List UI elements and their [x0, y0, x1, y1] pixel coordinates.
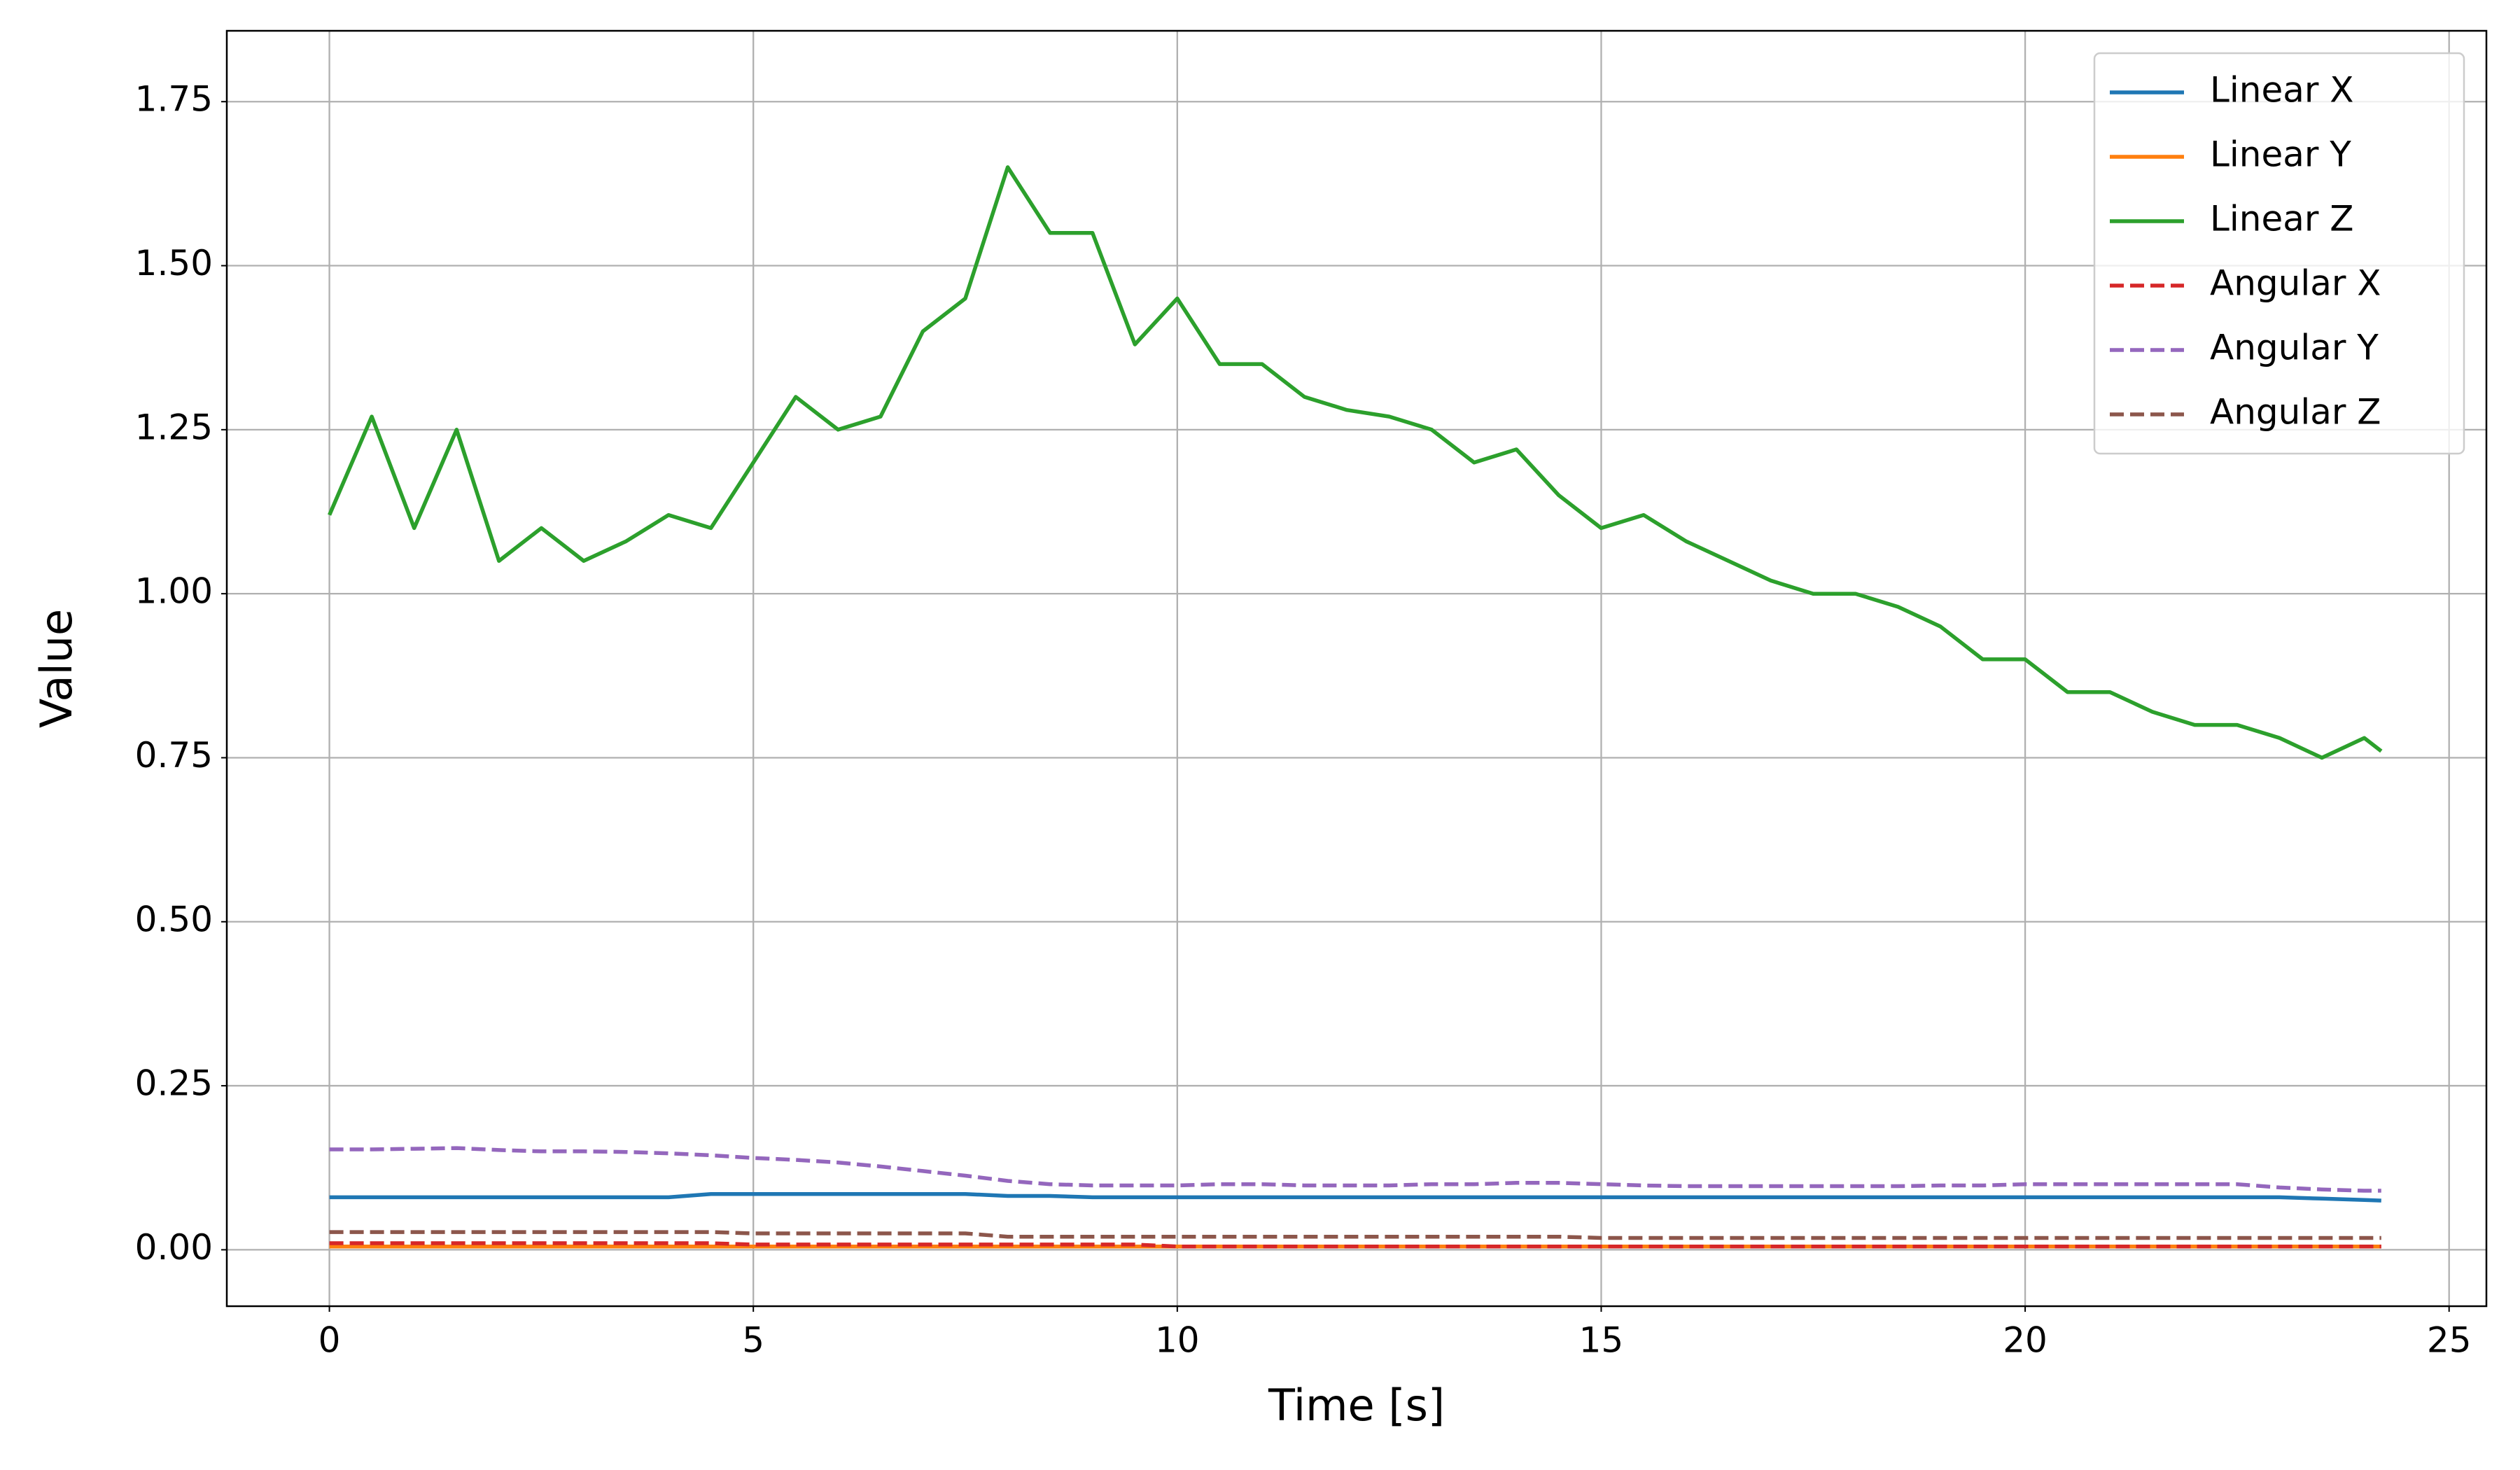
y-tick-label: 0.50: [135, 899, 213, 939]
data-line: [329, 1146, 2381, 1193]
x-tick-label: 25: [2427, 1320, 2472, 1361]
x-axis-label: Time [s]: [1268, 1380, 1445, 1431]
x-tick-label: 5: [742, 1320, 764, 1361]
legend-label: Linear X: [2210, 70, 2354, 111]
data-line: [329, 1241, 2381, 1249]
y-tick-label: 1.50: [135, 243, 213, 284]
y-tick-label: 1.00: [135, 571, 213, 612]
legend-label: Linear Y: [2210, 134, 2351, 175]
legend-label: Angular X: [2210, 263, 2381, 304]
data-line: [328, 165, 2383, 760]
legend-box: [2093, 52, 2465, 455]
plot-frame: [225, 29, 2488, 1308]
legend-label: Angular Z: [2210, 392, 2381, 433]
x-tick-label: 0: [318, 1320, 341, 1361]
y-tick-label: 1.75: [135, 79, 213, 120]
y-tick-label: 0.25: [135, 1063, 213, 1104]
y-axis-label: Value: [31, 609, 82, 728]
y-tick-label: 0.75: [135, 735, 213, 776]
x-tick-label: 10: [1155, 1320, 1200, 1361]
y-tick-label: 0.00: [135, 1227, 213, 1268]
legend-label: Angular Y: [2210, 328, 2379, 368]
x-tick-label: 15: [1579, 1320, 1624, 1361]
data-line: [329, 1230, 2381, 1240]
y-tick-label: 1.25: [135, 407, 213, 447]
data-line: [329, 1191, 2381, 1203]
legend-label: Linear Z: [2210, 199, 2354, 239]
x-tick-label: 20: [2003, 1320, 2047, 1361]
